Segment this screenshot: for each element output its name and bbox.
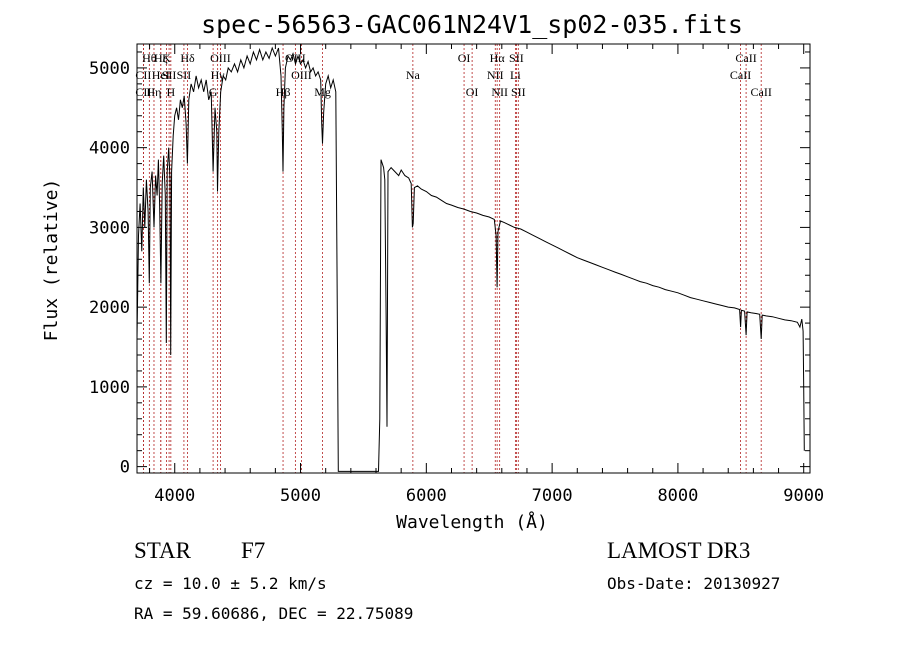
x-tick-label: 5000 — [280, 486, 321, 506]
line-marker-label: Hθ — [142, 51, 157, 65]
line-marker-label: SII — [511, 85, 526, 99]
y-tick-label: 1000 — [89, 378, 130, 398]
series-group — [137, 46, 805, 472]
object-class: STAR — [134, 538, 191, 563]
line-marker-label: Na — [406, 68, 421, 82]
y-tick-label: 3000 — [89, 218, 130, 238]
series-line-flux — [137, 46, 805, 472]
y-axis-label: Flux (relative) — [41, 179, 62, 342]
x-tick-label: 7000 — [532, 486, 573, 506]
ra-dec: RA = 59.60686, DEC = 22.75089 — [134, 604, 414, 623]
line-marker-label: Hη — [147, 85, 162, 99]
y-tick-label: 4000 — [89, 139, 130, 159]
line-marker-label: CaII — [751, 85, 772, 99]
x-tick-label: 8000 — [657, 486, 698, 506]
y-tick-label: 0 — [120, 458, 130, 478]
plot-frame — [136, 43, 811, 474]
observation-date: Obs-Date: 20130927 — [607, 574, 781, 593]
line-marker-label: OI — [458, 51, 471, 65]
line-marker-label: Hδ — [180, 51, 195, 65]
line-marker-label: OI — [466, 85, 479, 99]
line-marker-label: HeI — [152, 68, 170, 82]
line-marker-label: OIII — [291, 68, 312, 82]
line-marker-label: Mg — [314, 85, 331, 99]
x-tick-label: 4000 — [154, 486, 195, 506]
x-tick-label: 6000 — [406, 486, 447, 506]
line-marker-label: NII — [487, 68, 504, 82]
line-marker-label: CaII — [730, 68, 751, 82]
line-marker-label: SII — [177, 68, 192, 82]
line-marker-label: CII — [135, 85, 151, 99]
x-axis-label: Wavelength (Å) — [396, 511, 548, 533]
line-marker-label: CII — [135, 68, 151, 82]
line-markers — [143, 44, 762, 473]
line-marker-label: H — [167, 85, 176, 99]
line-marker-label: SII — [509, 51, 524, 65]
axes: 4000 5000 6000 7000 8000 9000 0 1000 2000 3000 400… — [89, 43, 824, 506]
y-tick-label: 5000 — [89, 59, 130, 79]
survey-name: LAMOST DR3 — [607, 538, 751, 563]
line-marker-label: OIII — [210, 51, 231, 65]
redshift-cz: cz = 10.0 ± 5.2 km/s — [134, 574, 327, 593]
y-tick-label: 2000 — [89, 298, 130, 318]
line-marker-label: K — [162, 51, 171, 65]
line-marker-label: Li — [510, 68, 521, 82]
line-marker-label: G — [209, 85, 218, 99]
line-marker-label: CaII — [735, 51, 756, 65]
line-marker-label: Hγ — [211, 68, 226, 82]
line-marker-label: NII — [491, 85, 508, 99]
line-marker-label: Hβ — [276, 85, 291, 99]
x-tick-label: 9000 — [783, 486, 824, 506]
object-subclass: F7 — [241, 538, 266, 563]
line-marker-label: Hζ — [154, 51, 168, 65]
chart-title: spec-56563-GAC061N24V1_sp02-035.fits — [201, 10, 743, 39]
line-marker-label: SII — [162, 68, 177, 82]
line-marker-label: Hα — [490, 51, 506, 65]
line-marker-label: OIII — [285, 51, 306, 65]
